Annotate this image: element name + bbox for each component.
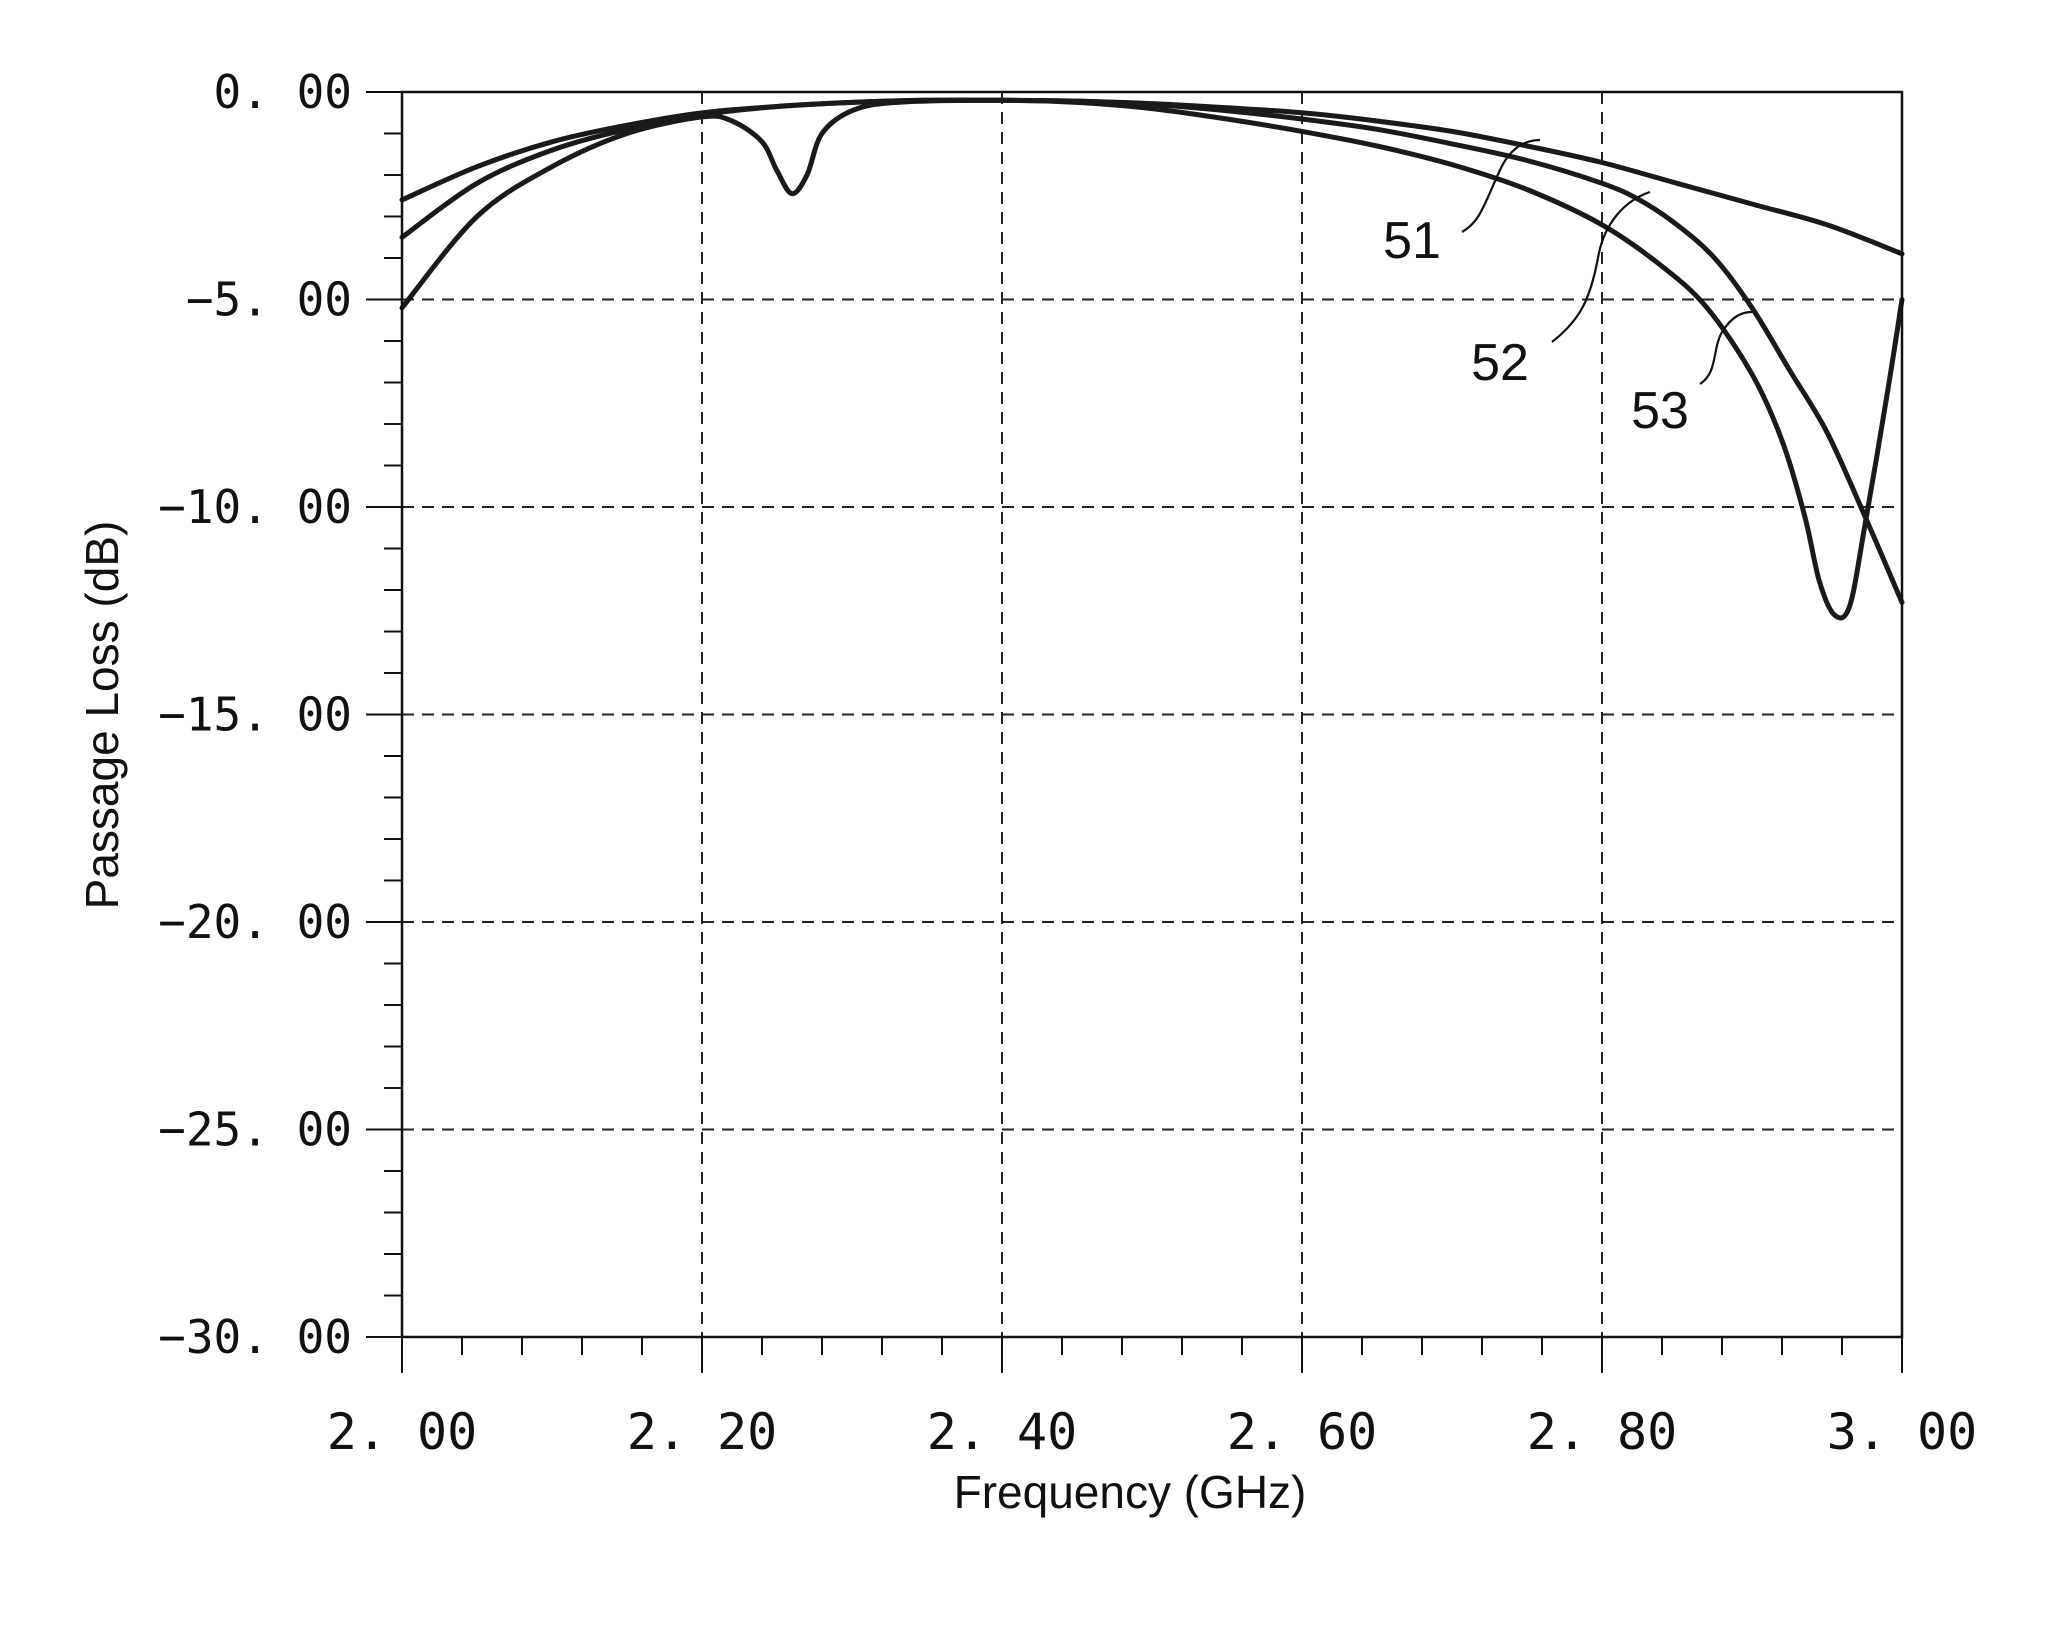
series-label-53: 53 xyxy=(1631,382,1689,440)
y-tick-label: −30. 00 xyxy=(158,1310,352,1364)
x-tick-label: 2. 40 xyxy=(927,1403,1078,1461)
series-layer xyxy=(402,100,1902,618)
series-label-51: 51 xyxy=(1383,212,1441,270)
y-tick-label: −25. 00 xyxy=(158,1103,352,1157)
x-tick-label: 2. 20 xyxy=(627,1403,778,1461)
y-tick-label: −10. 00 xyxy=(158,480,352,534)
series-line-53 xyxy=(402,100,1902,618)
y-tick-label: −5. 00 xyxy=(186,273,352,327)
y-tick-label: −15. 00 xyxy=(158,688,352,742)
leader-line-53 xyxy=(1700,312,1752,384)
series-line-52 xyxy=(402,100,1902,602)
x-tick-label: 2. 60 xyxy=(1227,1403,1378,1461)
y-tick-label: −20. 00 xyxy=(158,895,352,949)
x-tick-label: 3. 00 xyxy=(1827,1403,1978,1461)
x-axis-label: Frequency (GHz) xyxy=(954,1466,1307,1518)
y-tick-label: 0. 00 xyxy=(214,65,352,119)
series-label-52: 52 xyxy=(1471,334,1529,392)
series-annotations: 51 52 53 xyxy=(1383,140,1752,440)
x-tick-labels: 2. 00 2. 20 2. 40 2. 60 2. 80 3. 00 xyxy=(327,1403,1978,1461)
y-axis-label: Passage Loss (dB) xyxy=(76,521,128,910)
x-tick-label: 2. 80 xyxy=(1527,1403,1678,1461)
series-line-51 xyxy=(402,100,1902,254)
minor-ticks xyxy=(366,92,1902,1373)
x-tick-label: 2. 00 xyxy=(327,1403,478,1461)
y-tick-labels: 0. 00 −5. 00 −10. 00 −15. 00 −20. 00 −25. 00 −… xyxy=(158,65,352,1364)
